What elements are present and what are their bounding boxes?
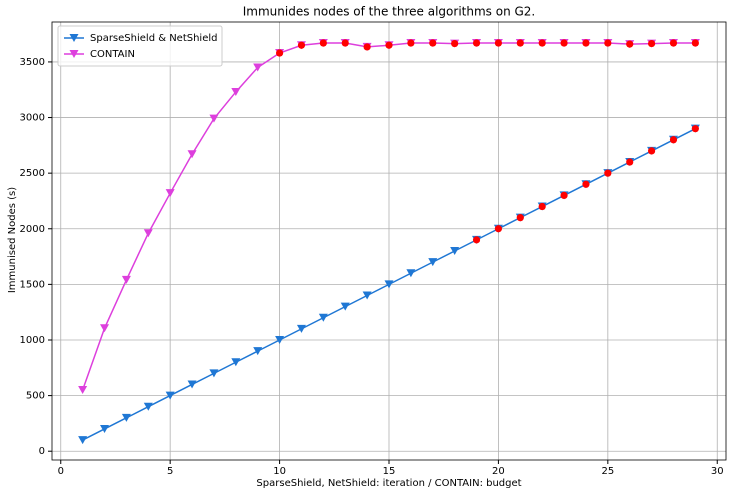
- data-point: [78, 436, 88, 445]
- data-point: [253, 63, 263, 72]
- data-point: [341, 39, 349, 47]
- data-point: [100, 424, 110, 433]
- legend-box: [57, 25, 223, 67]
- data-point: [209, 114, 219, 123]
- legend-label: SparseShield & NetShield: [90, 33, 218, 44]
- data-point: [340, 302, 350, 311]
- data-point: [187, 150, 197, 159]
- data-point: [560, 39, 568, 47]
- data-point: [451, 39, 459, 48]
- data-point: [691, 125, 699, 133]
- data-point: [604, 169, 612, 177]
- legend-marker: [69, 34, 79, 42]
- y-tick-label: 2000: [20, 224, 45, 235]
- data-point: [626, 40, 634, 48]
- data-point: [626, 158, 634, 166]
- data-point: [362, 291, 372, 300]
- legend-label: CONTAIN: [90, 49, 135, 60]
- x-tick-label: 30: [711, 466, 724, 477]
- data-point: [275, 335, 285, 344]
- data-point: [538, 39, 546, 47]
- data-point: [428, 258, 438, 267]
- data-point: [582, 39, 590, 47]
- plot-frame: [51, 21, 727, 461]
- data-point: [472, 236, 481, 244]
- data-point: [669, 136, 678, 144]
- y-tick-label: 3000: [20, 113, 45, 124]
- data-point: [516, 39, 524, 47]
- data-point: [296, 324, 306, 333]
- y-tick-label: 2500: [20, 168, 45, 179]
- data-point: [187, 380, 197, 389]
- data-point: [385, 41, 393, 49]
- y-tick-label: 3500: [20, 57, 45, 68]
- y-tick-label: 500: [26, 391, 45, 402]
- data-point: [143, 402, 153, 411]
- x-tick-label: 0: [58, 466, 64, 477]
- y-tick-label: 1000: [20, 335, 45, 346]
- data-point: [143, 229, 153, 238]
- data-point: [275, 49, 284, 57]
- data-point: [691, 39, 699, 47]
- data-point: [121, 413, 131, 422]
- data-point: [121, 275, 131, 284]
- chart-title: Immunides nodes of the three algorithms …: [243, 5, 535, 19]
- data-point: [647, 147, 656, 155]
- data-point: [538, 202, 546, 211]
- y-axis-label: Immunised Nodes (s): [7, 187, 18, 293]
- data-point: [165, 189, 175, 198]
- data-point: [231, 87, 241, 96]
- data-point: [669, 39, 678, 47]
- data-point: [406, 269, 416, 278]
- data-point: [472, 39, 481, 47]
- y-tick-label: 1500: [20, 279, 45, 290]
- data-point: [560, 191, 568, 199]
- data-point: [604, 39, 612, 47]
- data-point: [318, 313, 328, 322]
- x-tick-label: 10: [273, 466, 286, 477]
- data-point: [78, 386, 88, 395]
- x-tick-label: 20: [492, 466, 505, 477]
- data-point: [494, 39, 503, 47]
- data-point: [363, 43, 371, 51]
- data-point: [209, 369, 219, 378]
- legend-marker: [69, 50, 79, 58]
- data-point: [407, 39, 415, 47]
- data-point: [100, 324, 110, 333]
- data-point: [516, 214, 524, 222]
- data-point: [319, 39, 327, 47]
- data-point: [450, 247, 460, 256]
- y-tick-label: 0: [39, 446, 45, 457]
- data-point: [582, 180, 590, 188]
- data-point: [647, 39, 656, 48]
- x-tick-label: 15: [383, 466, 396, 477]
- data-point: [253, 347, 263, 356]
- data-point: [384, 280, 394, 289]
- x-tick-label: 25: [601, 466, 614, 477]
- x-tick-label: 5: [167, 466, 173, 477]
- data-point: [165, 391, 175, 400]
- data-point: [494, 225, 503, 233]
- data-point: [297, 41, 306, 49]
- data-point: [231, 358, 241, 367]
- x-axis-label: SparseShield, NetShield: iteration / CON…: [256, 478, 521, 489]
- data-point: [429, 39, 437, 47]
